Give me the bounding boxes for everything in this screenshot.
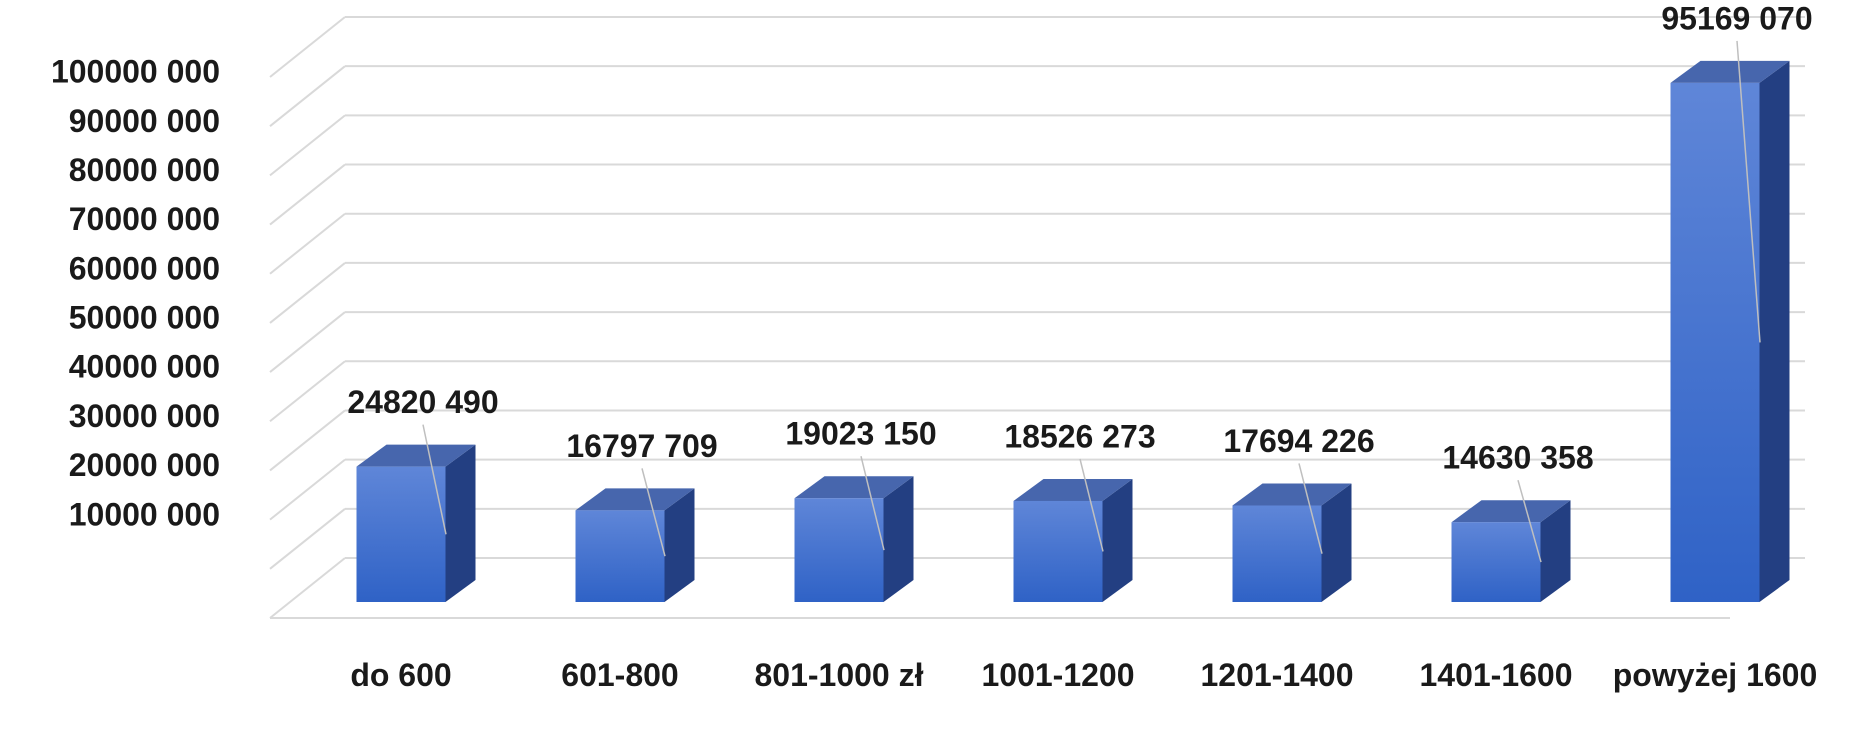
data-label: 14630 358 [1442, 440, 1593, 476]
leader-line [422, 424, 447, 535]
grid-line [269, 458, 346, 521]
data-label: 18526 273 [1004, 418, 1155, 454]
bar [1013, 500, 1103, 602]
grid-line [269, 409, 346, 472]
bar-side [664, 488, 695, 602]
bar-top [1451, 500, 1571, 523]
bar-top [1013, 478, 1133, 501]
y-tick-label: 70000 000 [69, 201, 220, 237]
bar [356, 466, 446, 602]
data-label: 24820 490 [347, 384, 498, 420]
grid-line [269, 262, 346, 324]
bar-side [1321, 483, 1352, 602]
leader-line [1517, 479, 1542, 563]
bar [1670, 82, 1760, 602]
bar [794, 498, 884, 602]
leader-line [1079, 458, 1104, 552]
wall-edge [269, 557, 346, 619]
bar-top [1232, 483, 1352, 506]
bar-side [1540, 500, 1571, 602]
bar [575, 510, 665, 602]
y-tick-label: 10000 000 [69, 496, 220, 532]
leader-line [860, 456, 885, 551]
bar-side [1759, 60, 1790, 602]
y-tick-label: 20000 000 [69, 447, 220, 483]
bar-side [445, 444, 476, 602]
x-tick-label: 601-800 [561, 657, 679, 693]
x-tick-label: do 600 [350, 657, 452, 693]
data-label: 17694 226 [1223, 423, 1374, 459]
data-label: 16797 709 [566, 428, 717, 464]
data-label: 95169 070 [1661, 0, 1812, 36]
bar-top [356, 444, 476, 467]
x-tick-label: 801-1000 zł [754, 657, 924, 693]
leader-line [641, 468, 666, 557]
y-tick-label: 90000 000 [69, 103, 220, 139]
leader-line [1298, 463, 1323, 554]
grid-line [269, 360, 346, 423]
bar-side [883, 476, 914, 602]
y-tick-label: 30000 000 [69, 398, 220, 434]
bar [1451, 522, 1541, 602]
y-tick-label: 60000 000 [69, 250, 220, 286]
grid-line [269, 212, 346, 275]
y-tick-label: 100000 000 [51, 54, 220, 90]
bar-top [1670, 60, 1790, 83]
y-tick-label: 80000 000 [69, 152, 220, 188]
x-tick-label: 1401-1600 [1419, 657, 1573, 693]
x-tick-label: 1001-1200 [981, 657, 1135, 693]
leader-line [1736, 40, 1761, 343]
bar-top [794, 476, 914, 499]
wall-edge [269, 16, 346, 78]
y-tick-label: 50000 000 [69, 300, 220, 336]
grid-line [269, 114, 346, 177]
grid-line [269, 65, 346, 127]
x-tick-label: 1201-1400 [1200, 657, 1354, 693]
y-tick-label: 40000 000 [69, 349, 220, 385]
bar-top [575, 488, 695, 511]
bar [1232, 505, 1322, 602]
data-label: 19023 150 [785, 416, 936, 452]
grid-line [269, 163, 346, 226]
bar-side [1102, 478, 1133, 602]
grid-line [269, 311, 346, 373]
x-tick-label: powyżej 1600 [1612, 657, 1818, 693]
grid-line [269, 508, 346, 570]
